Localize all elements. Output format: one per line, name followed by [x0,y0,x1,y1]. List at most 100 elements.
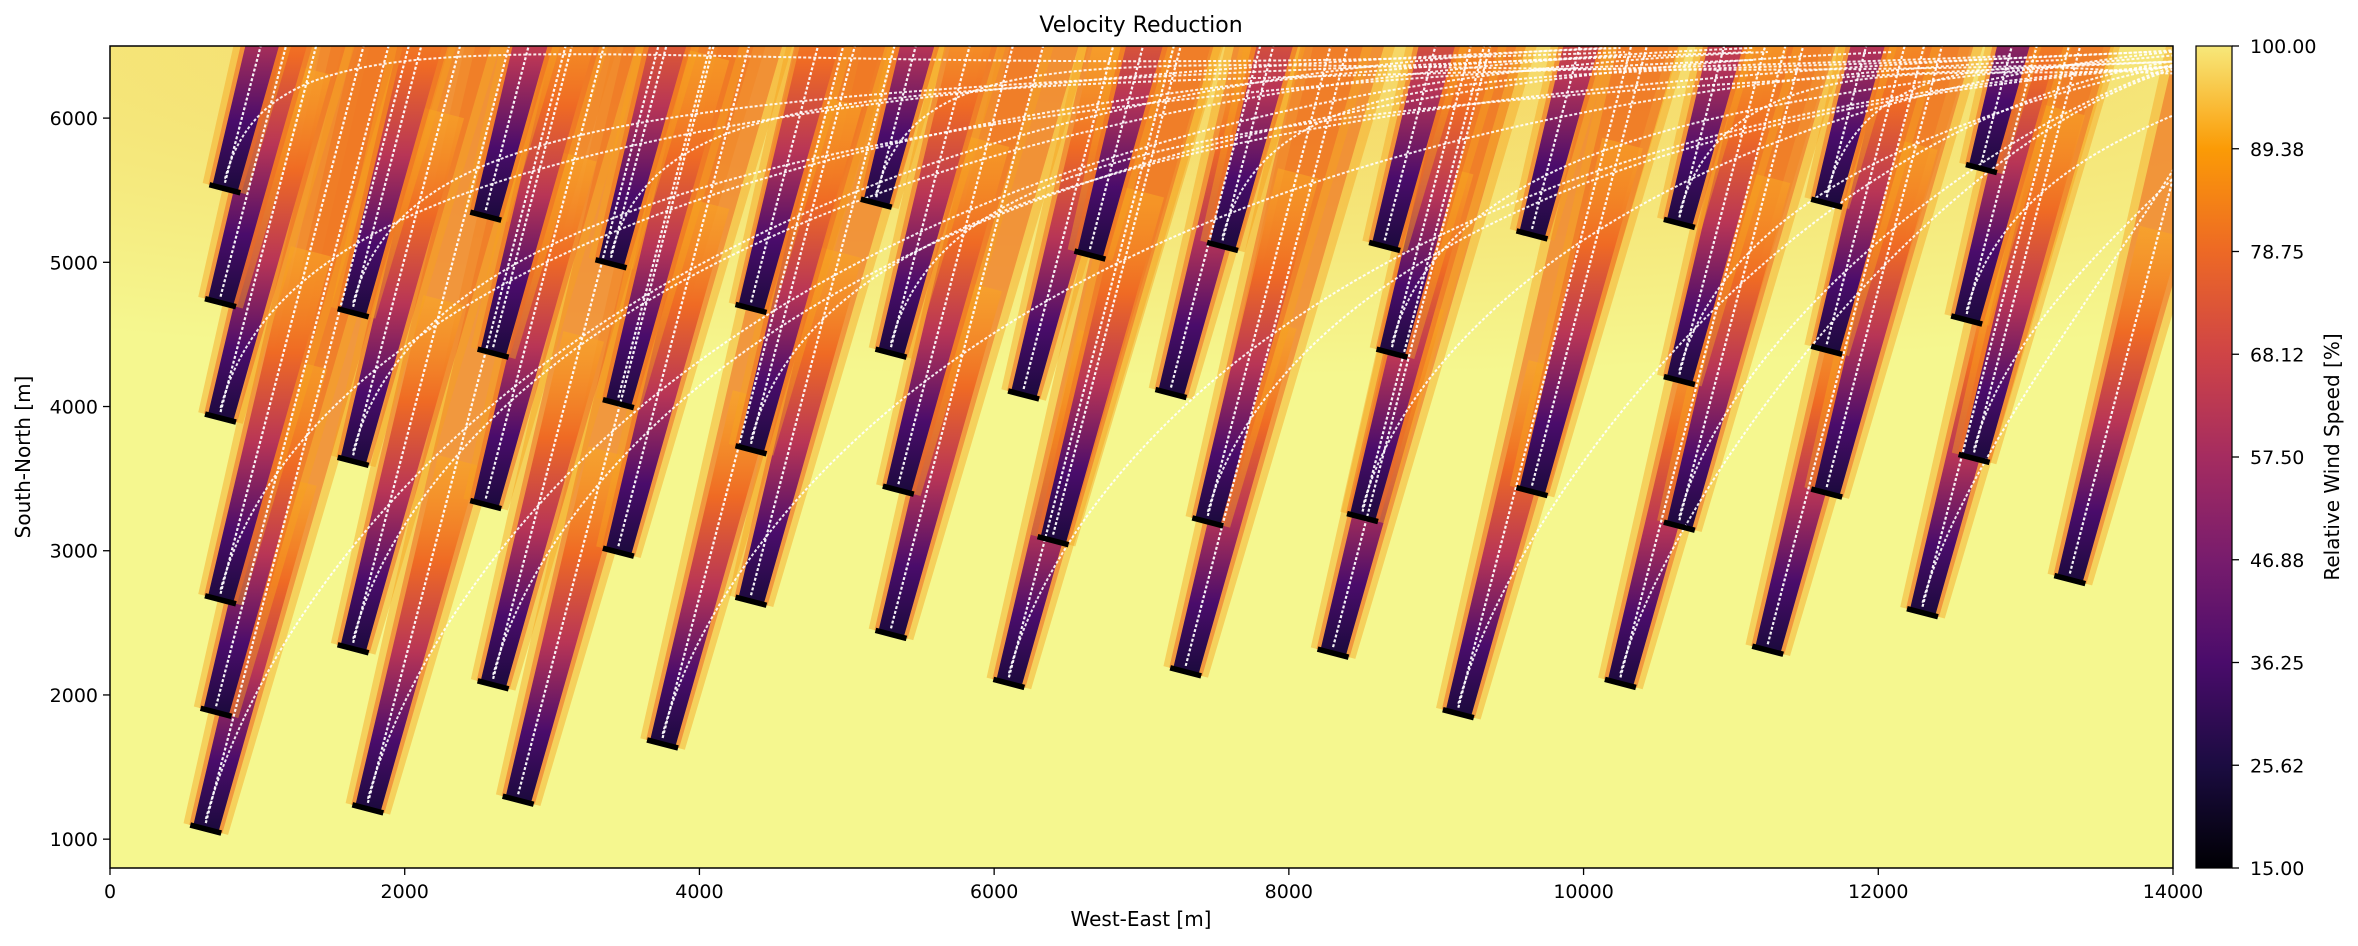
streamline [1022,46,1115,390]
turbine [734,443,768,457]
turbine [469,209,502,223]
wake-core [605,198,730,556]
streamline [1766,46,1926,645]
wake-core [1519,137,1643,495]
streamline [1965,46,2038,315]
wake-core [340,46,443,317]
streamline [749,46,820,303]
streamline [352,46,511,644]
streamline [661,46,845,739]
wake-core [1814,139,1938,497]
turbine [336,306,370,320]
streamline-curved [1221,49,2173,237]
turbine [199,705,233,719]
turbine [1663,216,1696,231]
wake-core [480,331,605,689]
colorbar-label: Relative Wind Speed [%] [2320,333,2344,580]
turbine [208,182,242,196]
turbine [1810,486,1843,500]
y-tick-label: 3000 [50,541,98,563]
wake-core [605,49,730,407]
turbine [1906,606,1939,620]
streamline [1619,46,1787,678]
x-tick-label: 6000 [970,881,1018,903]
turbine [502,793,535,807]
colorbar-tick-label: 68.12 [2250,344,2304,366]
streamline [219,46,288,297]
streamline [1390,46,1472,348]
streamline [219,46,365,595]
wake-core [1814,46,1885,207]
turbine [1206,239,1239,254]
turbine [1073,248,1107,262]
streamline-curved [1457,60,2173,704]
wake-core [473,46,548,220]
turbine [1346,510,1379,525]
turbine [2053,572,2087,587]
y-tick-label: 1000 [50,829,98,851]
turbine [204,593,237,607]
turbine [1515,228,1549,242]
turbine [1663,519,1696,533]
streamline [352,46,462,456]
streamline [1825,46,1906,345]
streamline [1973,46,2082,453]
colorbar-tick-label: 25.62 [2250,755,2304,777]
wake-core [650,390,774,748]
turbine [1007,388,1040,402]
turbine [1751,643,1784,657]
turbine [351,802,385,816]
turbine [336,454,370,469]
x-tick-label: 0 [104,881,116,903]
y-axis: 1000 2000 3000 4000 5000 6000 [50,108,110,851]
wake-core [355,455,479,813]
turbine [860,196,893,210]
y-tick-label: 5000 [50,252,98,274]
streamline [1530,46,1648,486]
turbine [602,396,635,411]
streamline [889,46,1045,629]
streamline-curved [492,51,1894,676]
wake-core [1961,104,2085,462]
streamline [1678,46,1767,375]
turbine [1604,676,1637,691]
streamline [484,46,606,499]
chart-title: Velocity Reduction [1039,13,1242,38]
turbine [1368,239,1401,254]
streamline [219,46,318,413]
turbine [1957,451,1991,466]
wake-outer [2047,46,2173,586]
streamline [1169,46,1262,388]
streamline [749,46,896,596]
turbine [1191,515,1224,529]
wake-core [480,46,594,357]
streamline [617,46,751,547]
turbine [1965,161,1998,176]
streamline-curved [1973,176,2173,449]
wake-core [207,246,332,604]
x-axis-label: West-East [m] [1071,907,1212,931]
turbine [189,822,222,836]
colorbar [2195,45,2233,869]
streamline-curved [1619,68,2173,674]
wake-core [598,46,687,268]
y-tick-label: 4000 [50,397,98,419]
streamline [897,46,1014,485]
streamline-curved [1206,65,2173,513]
colorbar-tick-label: 100.00 [2250,36,2316,58]
wake-core [193,475,317,833]
y-tick-label: 2000 [50,685,98,707]
colorbar-ticks: 15.00 25.62 36.25 46.88 57.50 68.12 78.75 89.38… [2232,36,2316,880]
wake-core [207,46,307,306]
turbine [874,346,908,360]
turbine [594,257,628,271]
x-axis: 0 2000 4000 6000 8000 10000 12000 14000 [104,868,2203,903]
wake-core [878,46,992,357]
streamline-curved [352,59,1754,452]
colorbar-tick-label: 46.88 [2250,550,2304,572]
streamline-curved [352,51,1754,304]
streamline [1332,46,1492,648]
wake-core [1173,318,1297,676]
wake-core [1372,46,1456,250]
wake-core [1968,46,2030,172]
